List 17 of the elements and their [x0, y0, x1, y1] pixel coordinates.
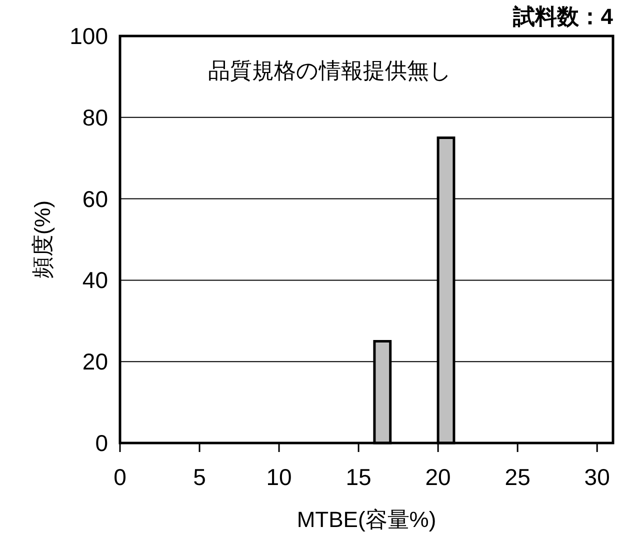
- y-tick-label: 60: [82, 186, 108, 212]
- x-tick-label: 5: [193, 464, 206, 490]
- annotation: 品質規格の情報提供無し: [208, 58, 452, 83]
- y-tick-label: 0: [95, 430, 108, 456]
- y-tick-label: 40: [82, 267, 108, 294]
- text: 試料数：4: [512, 4, 614, 29]
- x-tick-label: 0: [114, 464, 126, 490]
- x-tick-label: 25: [504, 464, 530, 490]
- x-tick-label: 30: [584, 464, 610, 490]
- y-tick-label: 100: [70, 23, 108, 49]
- y-tick-label: 20: [82, 348, 108, 375]
- y-tick-label: 80: [82, 104, 108, 130]
- x-tick-label: 10: [266, 464, 292, 490]
- x-tick-label: 20: [425, 464, 451, 490]
- y-axis-title: 頻度(%): [30, 200, 55, 279]
- x-axis-title: MTBE(容量%): [296, 507, 436, 532]
- x-tick-label: 15: [346, 464, 372, 490]
